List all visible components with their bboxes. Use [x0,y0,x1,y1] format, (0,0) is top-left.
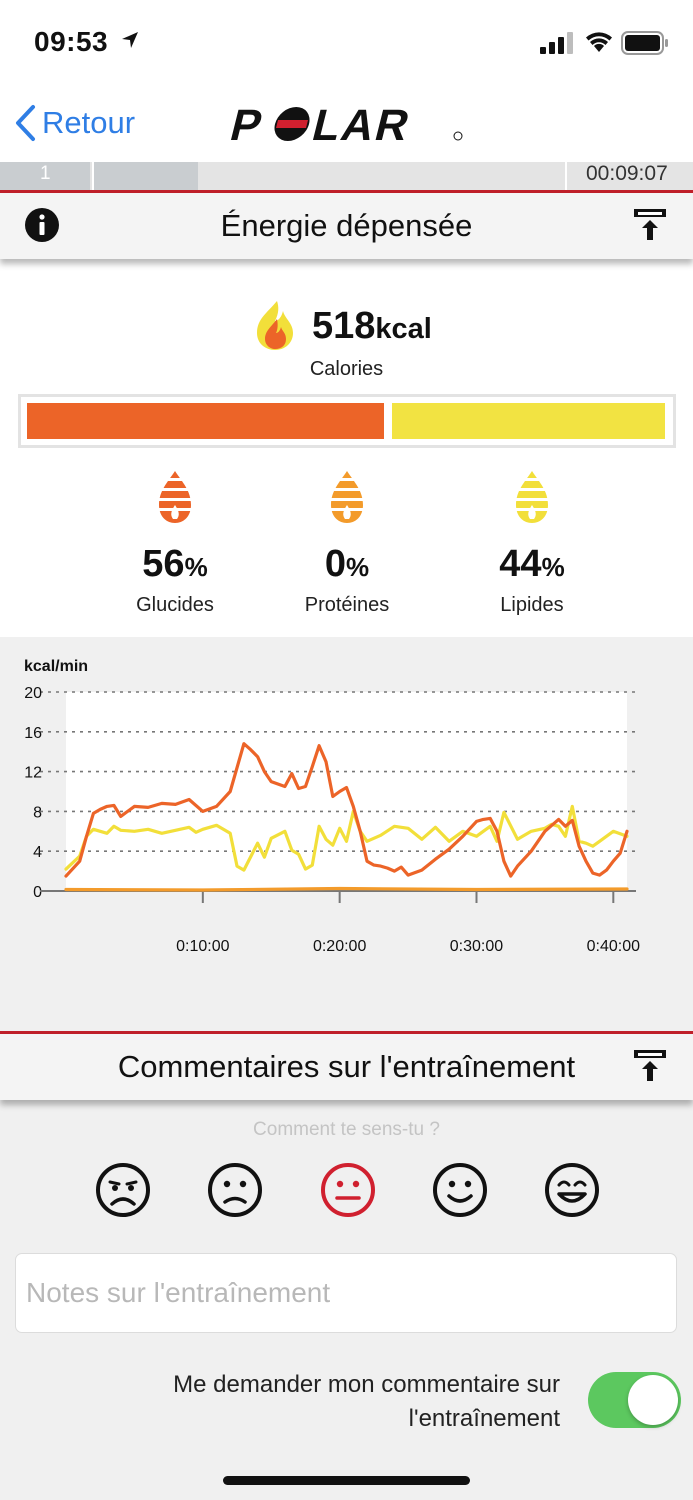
calories-value: 518 [312,305,376,347]
toggle-knob [628,1375,678,1425]
macro-distribution-bar [18,394,676,448]
x-tick-label: 0:20:00 [313,938,366,955]
timeline-scrubber[interactable]: 1 00:09:07 [0,162,693,190]
macro-protein: 0% Protéines [257,469,437,617]
fat-percent-unit: % [541,552,565,582]
x-tick-label: 0:10:00 [176,938,229,955]
carbs-bar-fill [27,403,384,439]
segment-divider [92,162,94,190]
series-line-1 [64,804,629,872]
battery-icon [621,31,668,55]
chevron-left-icon [16,105,35,141]
carbs-flame-icon [159,471,191,523]
share-export-icon[interactable] [632,207,668,243]
info-icon[interactable] [24,207,60,243]
protein-percent: 0 [324,543,346,585]
y-tick-label: 20 [24,685,42,702]
protein-label: Protéines [304,594,390,616]
svg-text:LAR: LAR [308,102,416,148]
share-export-icon[interactable] [632,1048,668,1084]
comments-section-header: Commentaires sur l'entraînement [0,1034,693,1100]
very-sad-face-icon[interactable] [95,1162,151,1218]
segment-divider [565,162,567,190]
status-time: 09:53 [34,26,109,57]
protein-flame-icon [331,471,363,523]
energy-section-header: Énergie dépensée [0,193,693,259]
feeling-selector [0,1162,693,1222]
calories-label: Calories [309,358,384,380]
feeling-prompt: Comment te sens-tu ? [253,1119,440,1140]
flame-icon [257,301,293,350]
energy-section-title: Énergie dépensée [220,208,473,243]
fat-percent: 44 [499,543,542,585]
energy-rate-chart: kcal/min 0 4 8 12 16 20 0:10:00 0:20:00 0:30:00 0:… [0,637,693,1031]
total-calories: 518kcal [312,305,432,348]
fat-label: Lipides [500,594,564,616]
cellular-signal-icon [540,32,573,54]
section-divider [0,190,693,193]
ask-feedback-line-1: Me demander mon commentaire sur [173,1371,560,1398]
polar-logo: P LAR [228,102,463,148]
sad-face-icon[interactable] [207,1162,263,1218]
protein-percent-unit: % [346,552,370,582]
location-arrow-icon [122,32,138,48]
ask-feedback-label: Me demander mon commentaire sur l'entraî… [60,1368,560,1436]
duration-label: 00:09:07 [586,162,668,185]
y-tick-label: 4 [33,844,42,861]
carbs-percent: 56 [142,543,185,585]
comments-section-title: Commentaires sur l'entraînement [117,1049,576,1084]
y-tick-label: 16 [24,725,42,742]
lap-segment-2[interactable] [94,162,198,190]
y-tick-label: 8 [33,804,42,821]
training-notes-input[interactable] [15,1253,677,1333]
series-line-0 [64,742,629,878]
lap-segment-1[interactable]: 1 [0,162,90,190]
navigation-bar: Retour P LAR [0,88,693,162]
wifi-icon [586,32,612,52]
ask-feedback-line-2: l'entraînement [408,1405,560,1432]
energy-line-chart: kcal/min 0 4 8 12 16 20 0:10:00 0:20:00 0:30:00 0:… [24,658,640,955]
very-happy-face-icon[interactable] [544,1162,600,1218]
y-tick-label: 12 [24,765,42,782]
x-tick-label: 0:40:00 [587,938,640,955]
macro-fat: 44% Lipides [442,469,622,617]
happy-face-icon[interactable] [432,1162,488,1218]
ask-feedback-toggle[interactable] [588,1372,681,1428]
back-button[interactable]: Retour [14,104,135,142]
section-divider [0,1031,693,1034]
y-tick-label: 0 [33,884,42,901]
macro-carbs: 56% Glucides [85,469,265,617]
neutral-face-icon[interactable] [320,1162,376,1218]
back-label: Retour [42,105,136,140]
y-axis-label: kcal/min [24,658,88,675]
fat-bar-fill [392,403,665,439]
energy-card: 518kcal Calories 56% Glucides 0% Protéi [0,259,693,637]
carbs-label: Glucides [136,594,214,616]
calories-unit: kcal [375,313,432,345]
status-bar: 09:53 [0,0,693,88]
carbs-percent-unit: % [184,552,208,582]
home-indicator[interactable] [223,1476,470,1485]
series-line-2 [64,886,629,892]
fat-flame-icon [516,471,548,523]
x-tick-label: 0:30:00 [450,938,503,955]
lap-number: 1 [40,163,51,184]
svg-text:P: P [228,102,269,148]
